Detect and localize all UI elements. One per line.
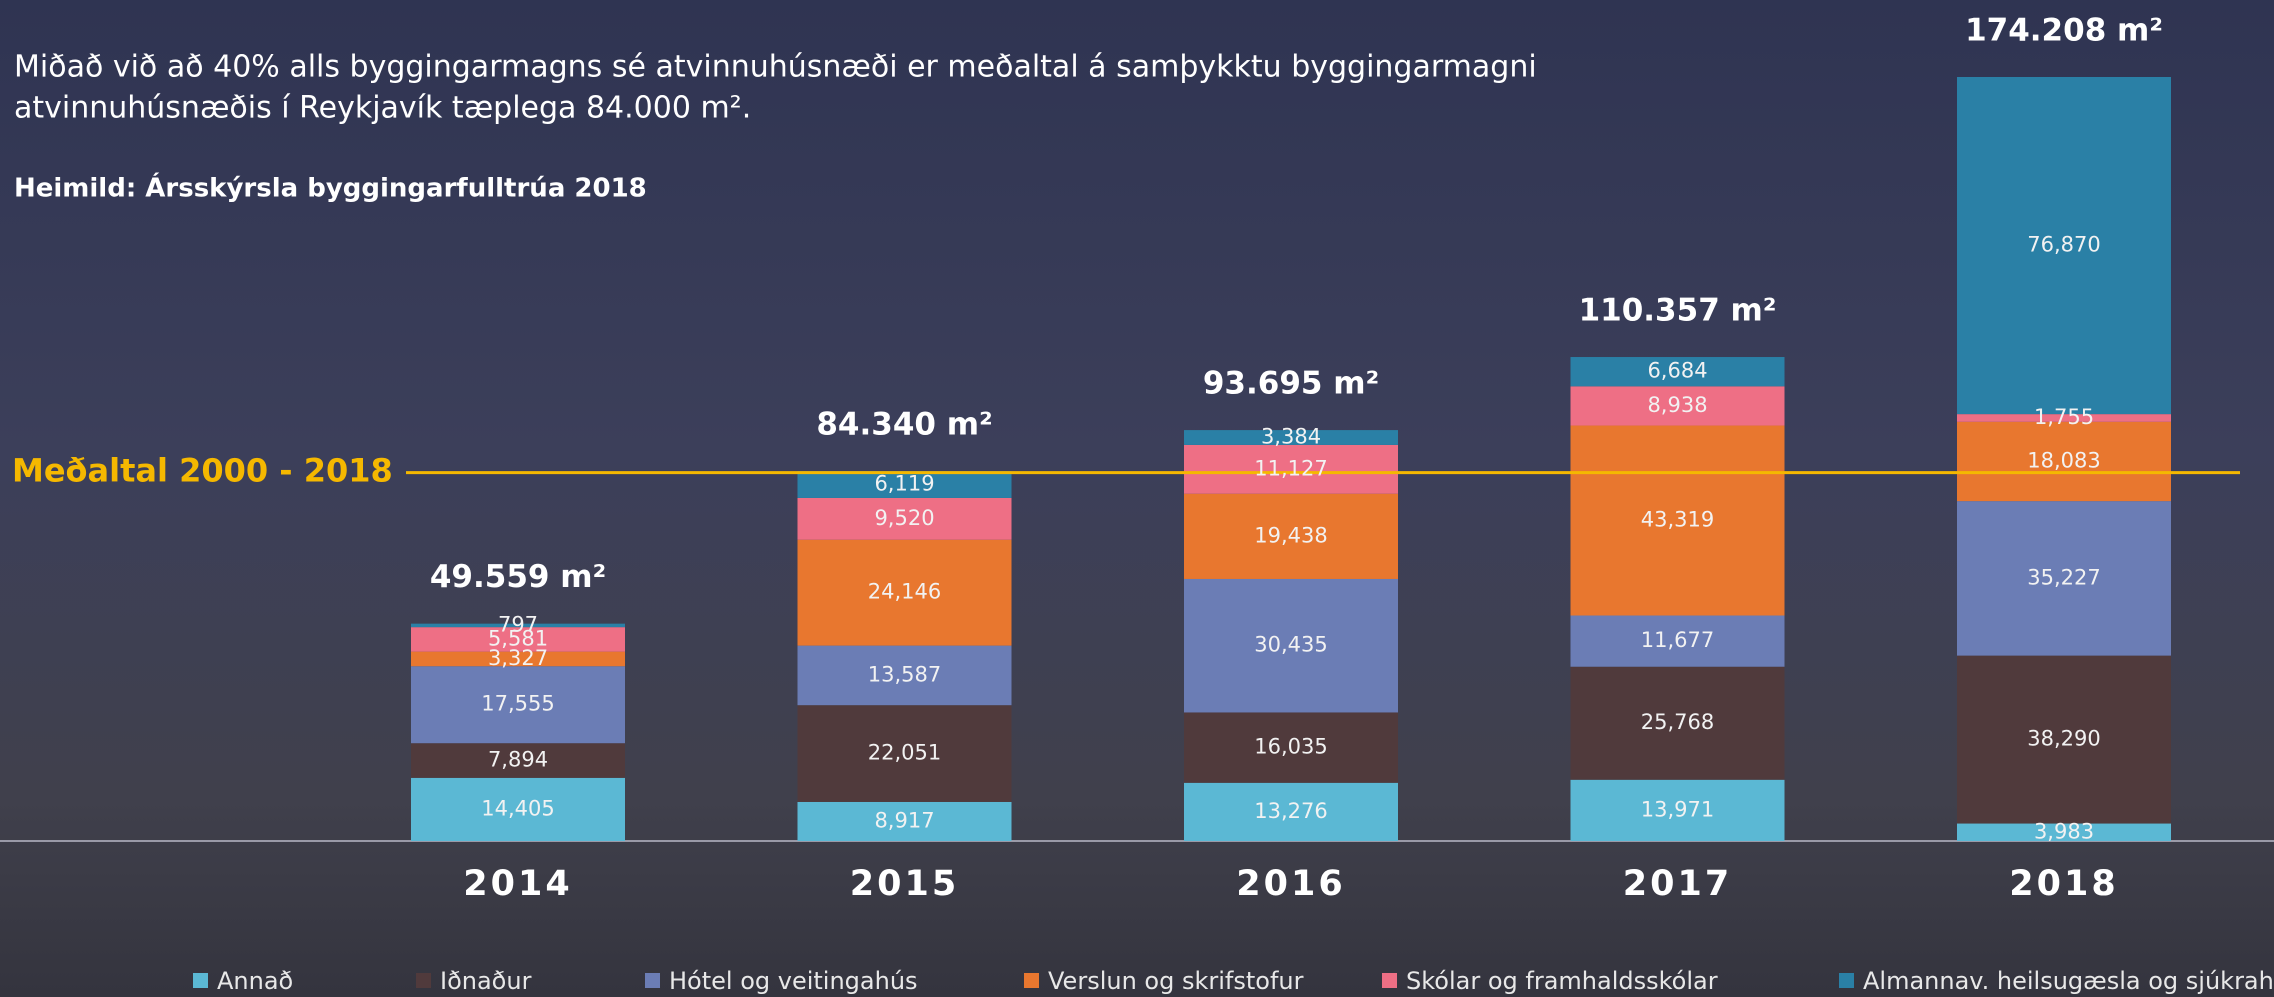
- legend-swatch: [1382, 973, 1397, 988]
- legend-swatch: [1839, 973, 1854, 988]
- bar-segment: [411, 743, 625, 778]
- title-line: Miðað við að 40% alls byggingarmagns sé …: [14, 50, 1537, 85]
- x-tick-label: 2017: [1623, 864, 1732, 904]
- segment-label: 17,555: [481, 692, 554, 716]
- segment-label: 25,768: [1641, 710, 1714, 734]
- segment-label: 3,384: [1261, 425, 1321, 449]
- total-label: 93.695 m²: [1203, 366, 1379, 402]
- bar-segment: [1570, 615, 1785, 667]
- segment-label: 8,938: [1647, 393, 1707, 417]
- segment-label: 7,894: [488, 748, 548, 772]
- legend-label: Hótel og veitingahús: [669, 967, 918, 995]
- legend-swatch: [645, 973, 660, 988]
- bar-segment: [1184, 493, 1398, 579]
- segment-label: 24,146: [868, 580, 941, 604]
- bar-segment: [1184, 444, 1398, 494]
- x-tick-label: 2014: [463, 864, 572, 904]
- segment-label: 35,227: [2027, 565, 2100, 589]
- bar-segment: [1570, 386, 1785, 426]
- bar-segment: [411, 651, 625, 667]
- x-tick-label: 2015: [850, 864, 959, 904]
- source: Heimild: Ársskýrsla byggingarfulltrúa 20…: [14, 172, 647, 204]
- x-tick-label: 2018: [2009, 864, 2118, 904]
- segment-label: 6,684: [1647, 359, 1707, 383]
- bar-segment: [411, 627, 625, 652]
- bar-segment: [411, 623, 625, 628]
- total-label: 49.559 m²: [430, 559, 606, 595]
- title-line: atvinnuhúsnæðis í Reykjavík tæplega 84.0…: [14, 91, 751, 126]
- bar-segment: [797, 705, 1012, 802]
- segment-label: 13,276: [1254, 799, 1327, 823]
- bar-segment: [797, 645, 1012, 706]
- legend-label: Almannav. heilsugæsla og sjúkrah.: [1863, 967, 2274, 995]
- segment-label: 18,083: [2027, 448, 2100, 472]
- legend-label: Iðnaður: [440, 967, 532, 995]
- total-label: 110.357 m²: [1579, 293, 1777, 329]
- legend-swatch: [193, 973, 208, 988]
- bar-segment: [797, 539, 1012, 646]
- bar-segment: [1570, 666, 1785, 780]
- bar-segment: [797, 801, 1012, 841]
- legend-label: Annað: [217, 967, 293, 995]
- bar-segment: [1570, 779, 1785, 841]
- bar-segment: [1957, 823, 2171, 841]
- bar-segment: [1184, 712, 1398, 783]
- segment-label: 11,127: [1254, 456, 1327, 480]
- bar-segment: [1957, 501, 2171, 656]
- segment-label: 22,051: [868, 741, 941, 765]
- segment-label: 19,438: [1254, 523, 1327, 547]
- segment-label: 3,327: [488, 646, 548, 670]
- segment-label: 38,290: [2027, 727, 2100, 751]
- bar-segment: [1570, 357, 1785, 387]
- segment-label: 16,035: [1254, 735, 1327, 759]
- bar-segment: [1957, 77, 2171, 415]
- legend-swatch: [1024, 973, 1039, 988]
- bar-segment: [797, 471, 1012, 498]
- segment-label: 9,520: [874, 506, 934, 530]
- legend-swatch: [416, 973, 431, 988]
- legend-label: Skólar og framhaldsskólar: [1406, 967, 1718, 995]
- bar-segment: [1957, 414, 2171, 422]
- segment-label: 11,677: [1641, 628, 1714, 652]
- segment-label: 5,581: [488, 626, 548, 650]
- segment-label: 8,917: [874, 808, 934, 832]
- segment-label: 797: [498, 612, 538, 636]
- bar-segment: [411, 666, 625, 744]
- reference-label: Meðaltal 2000 - 2018: [12, 452, 393, 490]
- x-tick-label: 2016: [1236, 864, 1345, 904]
- bar-segment: [1184, 782, 1398, 841]
- bar-segment: [411, 777, 625, 841]
- total-label: 174.208 m²: [1965, 13, 2163, 49]
- segment-label: 30,435: [1254, 633, 1327, 657]
- segment-label: 1,755: [2034, 405, 2094, 429]
- segment-label: 6,119: [874, 472, 934, 496]
- bar-segment: [797, 497, 1012, 540]
- bar-segment: [1570, 425, 1785, 616]
- segment-label: 3,983: [2034, 819, 2094, 843]
- total-label: 84.340 m²: [816, 407, 992, 443]
- segment-label: 13,587: [868, 662, 941, 686]
- segment-label: 14,405: [481, 796, 554, 820]
- bar-segment: [1957, 655, 2171, 824]
- segment-label: 43,319: [1641, 508, 1714, 532]
- bar-segment: [1957, 421, 2171, 502]
- segment-label: 13,971: [1641, 797, 1714, 821]
- segment-label: 76,870: [2027, 233, 2100, 257]
- bar-segment: [1184, 578, 1398, 713]
- bar-segment: [1184, 430, 1398, 445]
- legend-label: Verslun og skrifstofur: [1048, 967, 1304, 995]
